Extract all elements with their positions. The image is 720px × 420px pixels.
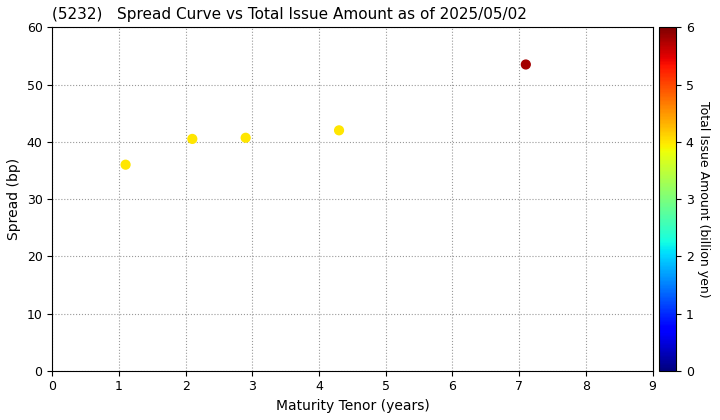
Y-axis label: Spread (bp): Spread (bp) — [7, 158, 21, 240]
Point — [520, 61, 531, 68]
Point — [120, 161, 131, 168]
Point — [240, 134, 251, 141]
Text: (5232)   Spread Curve vs Total Issue Amount as of 2025/05/02: (5232) Spread Curve vs Total Issue Amoun… — [53, 7, 527, 22]
Y-axis label: Total Issue Amount (billion yen): Total Issue Amount (billion yen) — [698, 101, 711, 297]
Point — [333, 127, 345, 134]
X-axis label: Maturity Tenor (years): Maturity Tenor (years) — [276, 399, 429, 413]
Point — [186, 136, 198, 142]
